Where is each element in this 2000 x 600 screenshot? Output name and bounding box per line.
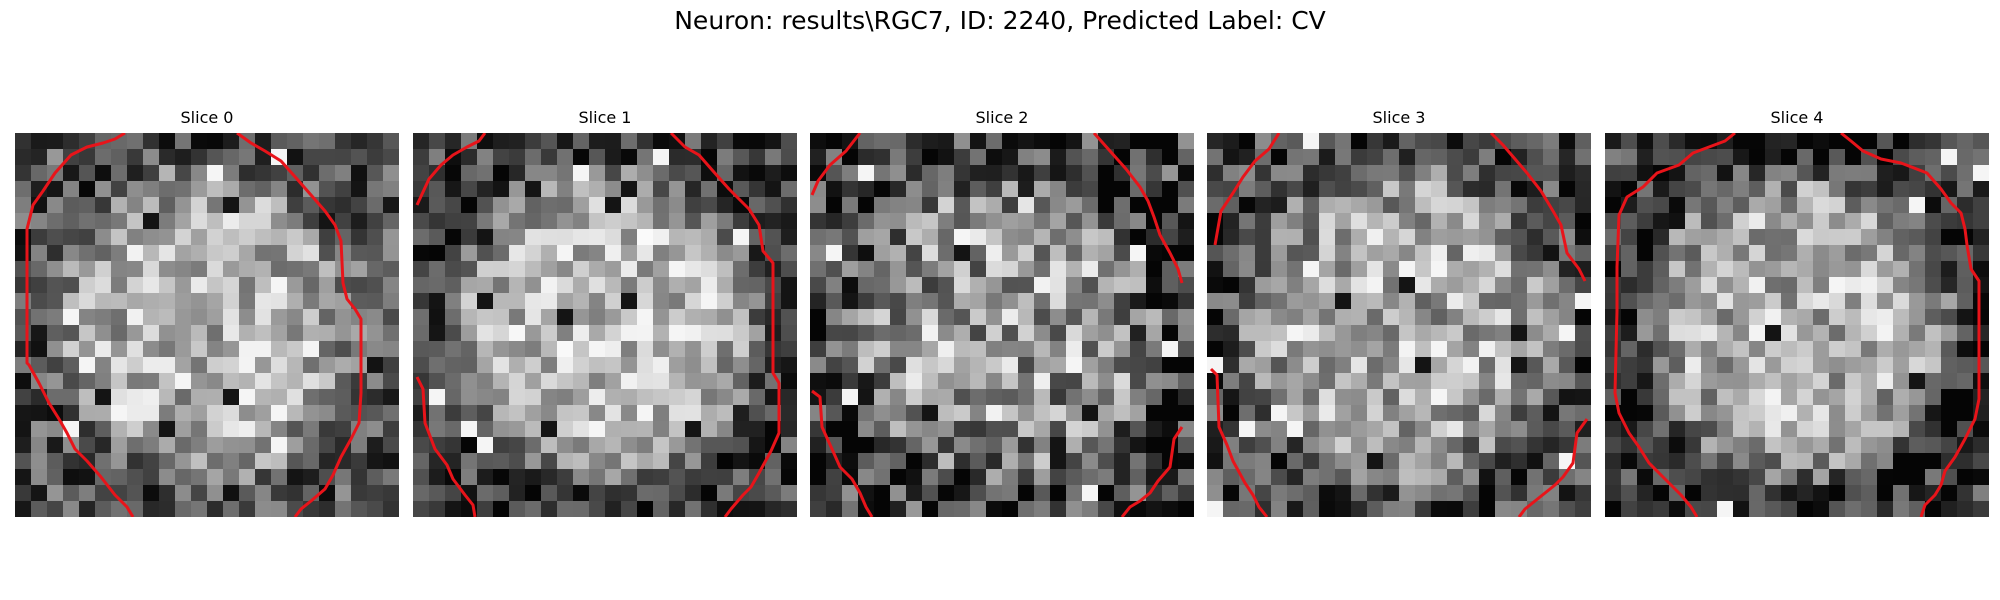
soma-contour-line [415,376,477,517]
soma-contour-line [1209,367,1269,517]
pixel-grid [1605,133,1989,517]
soma-contour-line [1613,133,1736,517]
slice-image-2 [810,133,1194,517]
soma-contour-line [415,133,487,206]
soma-contour-line [25,133,135,517]
pixel-grid [15,133,399,517]
pixel-grid [413,133,797,517]
slice-title: Slice 1 [578,108,632,127]
pixel-grid [1207,133,1591,517]
soma-contour-line [1517,418,1589,517]
slice-panel-3: Slice 3 [1207,108,1591,517]
slice-panel-1: Slice 1 [413,108,797,517]
soma-contour-line [1489,133,1587,282]
soma-contour-line [1092,133,1184,284]
slice-image-3 [1207,133,1591,517]
slice-title: Slice 3 [1372,108,1426,127]
slice-panel-4: Slice 4 [1605,108,1989,517]
slice-panel-2: Slice 2 [810,108,1194,517]
slice-image-0 [15,133,399,517]
soma-contour-line [669,133,781,517]
soma-contour-line [236,133,363,517]
pixel-grid [810,133,1194,517]
slice-title: Slice 2 [975,108,1029,127]
soma-contour-line [1120,426,1184,517]
soma-contour-line [1213,133,1281,246]
soma-contour-line [811,389,874,517]
slice-title: Slice 4 [1770,108,1824,127]
slice-image-4 [1605,133,1989,517]
slice-image-1 [413,133,797,517]
slice-title: Slice 0 [180,108,234,127]
soma-contour-line [810,133,862,196]
figure-title: Neuron: results\RGC7, ID: 2240, Predicte… [674,6,1326,35]
slice-panel-0: Slice 0 [15,108,399,517]
soma-contour-line [1840,133,1981,517]
